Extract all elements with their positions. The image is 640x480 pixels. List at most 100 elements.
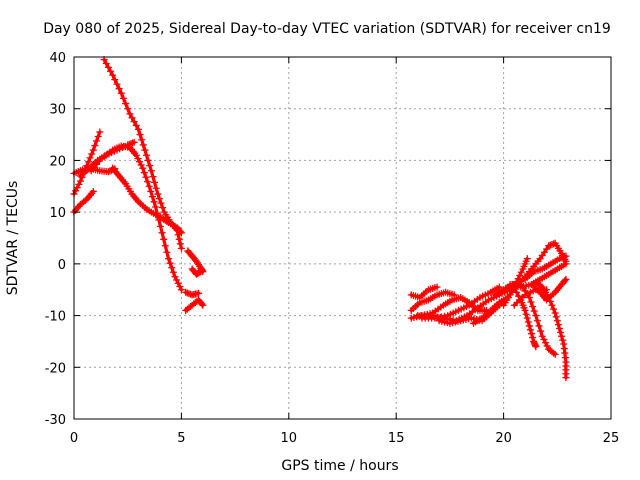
x-tick-label: 10: [281, 431, 298, 446]
data-point: [525, 293, 533, 301]
data-point: [155, 195, 163, 203]
data-point: [107, 67, 115, 75]
data-point: [175, 235, 183, 243]
x-tick-label: 25: [603, 431, 620, 446]
data-point: [197, 268, 205, 276]
data-point: [559, 336, 567, 344]
data-point: [157, 199, 165, 207]
data-point: [550, 349, 558, 357]
data-point: [168, 264, 176, 272]
data-point: [165, 255, 173, 263]
y-tick-label: 40: [49, 51, 66, 66]
data-point: [529, 334, 537, 342]
grid-group: [74, 57, 611, 419]
data-point: [174, 279, 182, 287]
data-point: [176, 228, 184, 236]
data-point: [132, 151, 140, 159]
data-point: [111, 76, 119, 84]
data-point: [136, 131, 144, 139]
data-point: [553, 317, 561, 325]
data-point: [533, 317, 541, 325]
data-point: [171, 273, 179, 281]
data-point: [524, 318, 532, 326]
data-point: [149, 173, 157, 181]
data-point: [523, 255, 531, 263]
series-track-7: [109, 164, 185, 237]
data-point: [113, 80, 121, 88]
data-point: [137, 161, 145, 169]
y-tick-label: 20: [49, 154, 66, 169]
data-point: [176, 282, 184, 290]
data-point: [86, 154, 94, 162]
series-track-10: [182, 288, 203, 299]
data-point: [195, 289, 203, 297]
data-point: [543, 342, 551, 350]
y-axis: -30 -20 -10 0 10 20 30 40: [45, 51, 611, 428]
data-point: [94, 133, 102, 141]
data-point: [73, 184, 81, 192]
data-point: [552, 313, 560, 321]
data-point: [132, 122, 140, 130]
data-point: [522, 310, 530, 318]
series-track-16: [418, 283, 503, 322]
data-point: [506, 291, 514, 299]
data-point: [433, 283, 441, 291]
y-tick-label: 10: [49, 206, 66, 221]
data-point: [562, 260, 570, 268]
x-tick-label: 15: [388, 431, 405, 446]
y-tick-label: -20: [45, 361, 66, 376]
data-point: [134, 125, 142, 133]
data-point: [199, 301, 207, 309]
data-point: [517, 268, 525, 276]
data-point: [535, 322, 543, 330]
data-point: [122, 100, 130, 108]
y-tick-label: -10: [45, 310, 66, 325]
data-point: [72, 187, 80, 195]
data-point: [139, 164, 147, 172]
data-point: [163, 217, 171, 225]
data-point: [128, 114, 136, 122]
data-point: [528, 330, 536, 338]
data-point: [176, 240, 184, 248]
x-tick-label: 0: [70, 431, 78, 446]
plot-frame: [73, 56, 612, 420]
data-point: [508, 288, 516, 296]
data-point: [154, 190, 162, 198]
data-point: [91, 142, 99, 150]
y-tick-label: 0: [58, 258, 66, 273]
data-point: [543, 286, 551, 294]
data-point: [538, 332, 546, 340]
data-point: [88, 150, 96, 158]
data-point: [147, 167, 155, 175]
data-point: [548, 301, 556, 309]
data-point: [96, 128, 104, 136]
data-point: [158, 229, 166, 237]
data-point: [89, 146, 97, 154]
data-point: [119, 94, 127, 102]
data-point: [558, 332, 566, 340]
data-point: [150, 198, 158, 206]
data-point: [142, 173, 150, 181]
data-point: [126, 110, 134, 118]
chart-title: Day 080 of 2025, Sidereal Day-to-day VTE…: [43, 21, 611, 37]
data-point: [525, 322, 533, 330]
data-point: [146, 162, 154, 170]
data-point: [136, 158, 144, 166]
data-point: [173, 276, 181, 284]
data-point: [145, 182, 153, 190]
data-point: [115, 85, 123, 93]
x-axis: 0 5 10 15 20 25: [70, 57, 619, 446]
data-point: [159, 204, 167, 212]
data-point: [104, 168, 112, 176]
series-track-5: [87, 142, 185, 294]
data-point: [138, 136, 146, 144]
data-point: [532, 312, 540, 320]
y-tick-label: -30: [45, 413, 66, 428]
data-point: [562, 252, 570, 260]
series-track-12: [407, 283, 441, 301]
data-point: [177, 229, 185, 237]
data-point: [523, 314, 531, 322]
data-point: [532, 343, 540, 351]
data-point: [557, 328, 565, 336]
